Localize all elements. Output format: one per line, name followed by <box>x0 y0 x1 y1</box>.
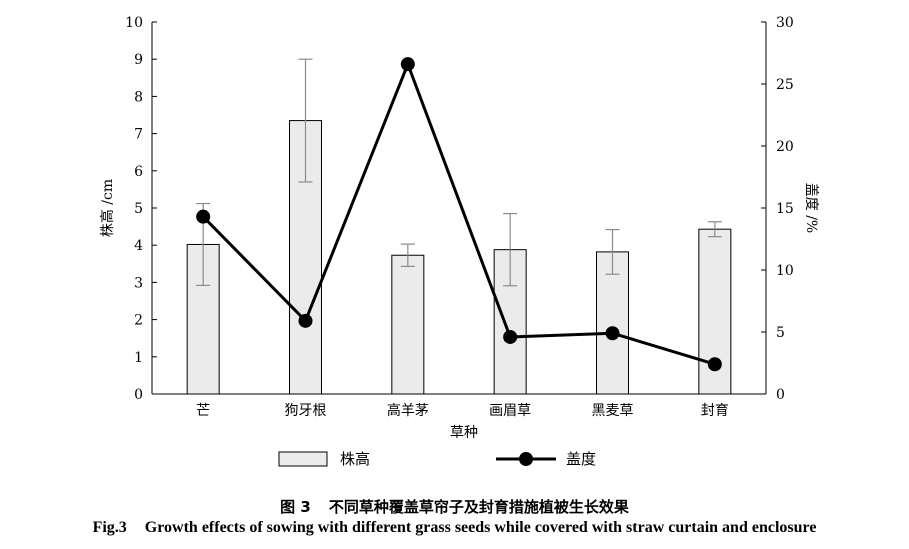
y-left-tick-label: 5 <box>134 201 143 217</box>
coverage-line <box>202 62 716 366</box>
y-left-tick-label: 6 <box>134 164 143 180</box>
y-left-tick-label: 1 <box>134 350 143 366</box>
y-left-tick-label: 8 <box>134 89 143 105</box>
legend-line-label: 盖度 <box>566 450 596 468</box>
caption-english: Fig.3 Growth effects of sowing with diffe… <box>0 519 909 537</box>
y-left-tick-label: 3 <box>134 275 143 291</box>
x-tick-label: 狗牙根 <box>285 403 327 419</box>
x-tick-label: 高羊茅 <box>387 402 429 419</box>
x-tick-label: 芒 <box>196 403 210 419</box>
x-tick-label: 封育 <box>701 403 729 419</box>
coverage-point <box>196 209 211 224</box>
caption-en-number: Fig.3 <box>92 519 127 536</box>
plot-area: 0 1 2 3 4 5 6 7 8 9 10 0 5 10 15 20 25 30 芒 狗牙根 高羊茅 画眉草 黑麦草 封育 <box>125 15 794 419</box>
y-right-tick-label: 30 <box>776 15 794 31</box>
legend-line-marker <box>519 452 533 466</box>
bar <box>596 251 629 395</box>
y-left-tick-label: 10 <box>125 15 143 31</box>
legend-bar-swatch <box>278 451 328 467</box>
y-axis-left-label: 株高 /cm <box>99 179 116 237</box>
y-right-tick-label: 20 <box>776 139 794 155</box>
y-right-tick-label: 15 <box>776 201 794 217</box>
legend: 株高 盖度 <box>278 450 596 468</box>
y-right-tick-label: 0 <box>776 387 785 403</box>
caption-cn-text: 不同草种覆盖草帘子及封育措施植被生长效果 <box>328 498 629 516</box>
x-tick-label: 黑麦草 <box>592 403 634 419</box>
caption-chinese: 图 3 不同草种覆盖草帘子及封育措施植被生长效果 <box>0 496 909 517</box>
y-left-tick-label: 0 <box>134 387 143 403</box>
y-right-tick-label: 25 <box>776 77 794 93</box>
coverage-point <box>400 57 415 72</box>
legend-bar-label: 株高 <box>340 450 370 468</box>
y-axis-right-label: 盖度 /% <box>803 183 819 233</box>
y-left-tick-label: 7 <box>134 127 143 143</box>
bar <box>698 228 732 395</box>
caption-cn-number: 图 3 <box>280 498 311 516</box>
y-right-tick-label: 5 <box>776 325 785 341</box>
bar <box>186 243 220 395</box>
y-right-tick-label: 10 <box>776 263 794 279</box>
caption-en-text: Growth effects of sowing with different … <box>144 519 817 536</box>
coverage-point <box>298 313 313 328</box>
bar <box>391 254 425 395</box>
y-left-tick-label: 2 <box>134 313 143 329</box>
y-left-tick-label: 9 <box>134 52 143 68</box>
coverage-point <box>503 329 518 344</box>
coverage-point <box>707 357 722 372</box>
coverage-point <box>605 326 620 341</box>
x-axis-label: 草种 <box>450 425 478 441</box>
y-left-tick-label: 4 <box>134 238 143 254</box>
x-tick-label: 画眉草 <box>489 403 531 419</box>
